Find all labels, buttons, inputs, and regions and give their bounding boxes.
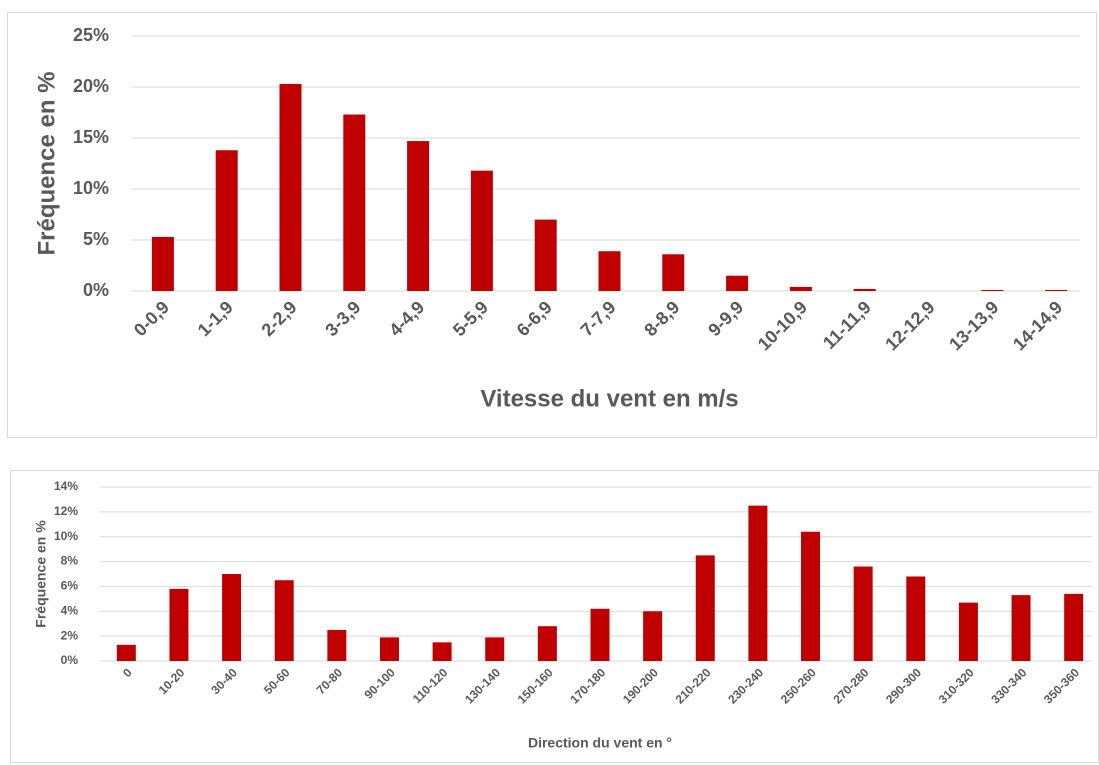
bar [801,531,821,661]
bar [343,114,366,291]
bar [116,644,136,661]
y-tick-label: 25% [73,25,109,45]
y-tick-label: 20% [73,76,109,96]
y-tick-label: 12% [54,504,78,518]
y-tick-label: 10% [73,178,109,198]
bar [853,288,876,291]
y-tick-label: 10% [54,529,78,543]
y-tick-label: 6% [61,579,79,593]
bar [485,637,505,661]
y-tick-label: 4% [61,603,79,617]
y-tick-label: 5% [83,229,109,249]
y-tick-label: 0% [83,280,109,300]
bar [534,219,557,291]
bar [379,637,399,661]
bar [1064,593,1084,661]
y-axis-label: Fréquence en % [33,71,60,255]
bar [327,629,347,661]
y-tick-label: 8% [61,554,79,568]
bar [695,555,715,661]
x-axis-label: Direction du vent en ° [528,735,672,751]
y-tick-label: 2% [61,628,79,642]
bar [407,141,430,291]
y-tick-label: 0% [61,653,79,667]
bar [222,574,242,661]
bar [1045,289,1068,291]
bar [1011,595,1031,661]
bar [590,608,610,661]
y-tick-label: 15% [73,127,109,147]
bar [726,275,749,291]
bar [748,505,768,661]
bar [470,170,493,291]
bar [981,289,1004,291]
bar [906,576,926,661]
bar [215,150,238,291]
x-axis-label: Vitesse du vent en m/s [480,385,738,412]
bar [958,602,978,661]
bar [169,588,189,661]
bar [598,251,621,291]
bar [537,626,557,661]
bar [853,566,873,661]
bar [432,642,452,661]
bar [662,254,685,291]
bar [643,611,663,661]
y-axis-label: Fréquence en % [33,520,49,628]
y-tick-label: 14% [54,479,78,493]
bar [279,83,302,291]
bar [789,286,812,291]
bar [274,580,294,661]
bar [151,236,174,291]
